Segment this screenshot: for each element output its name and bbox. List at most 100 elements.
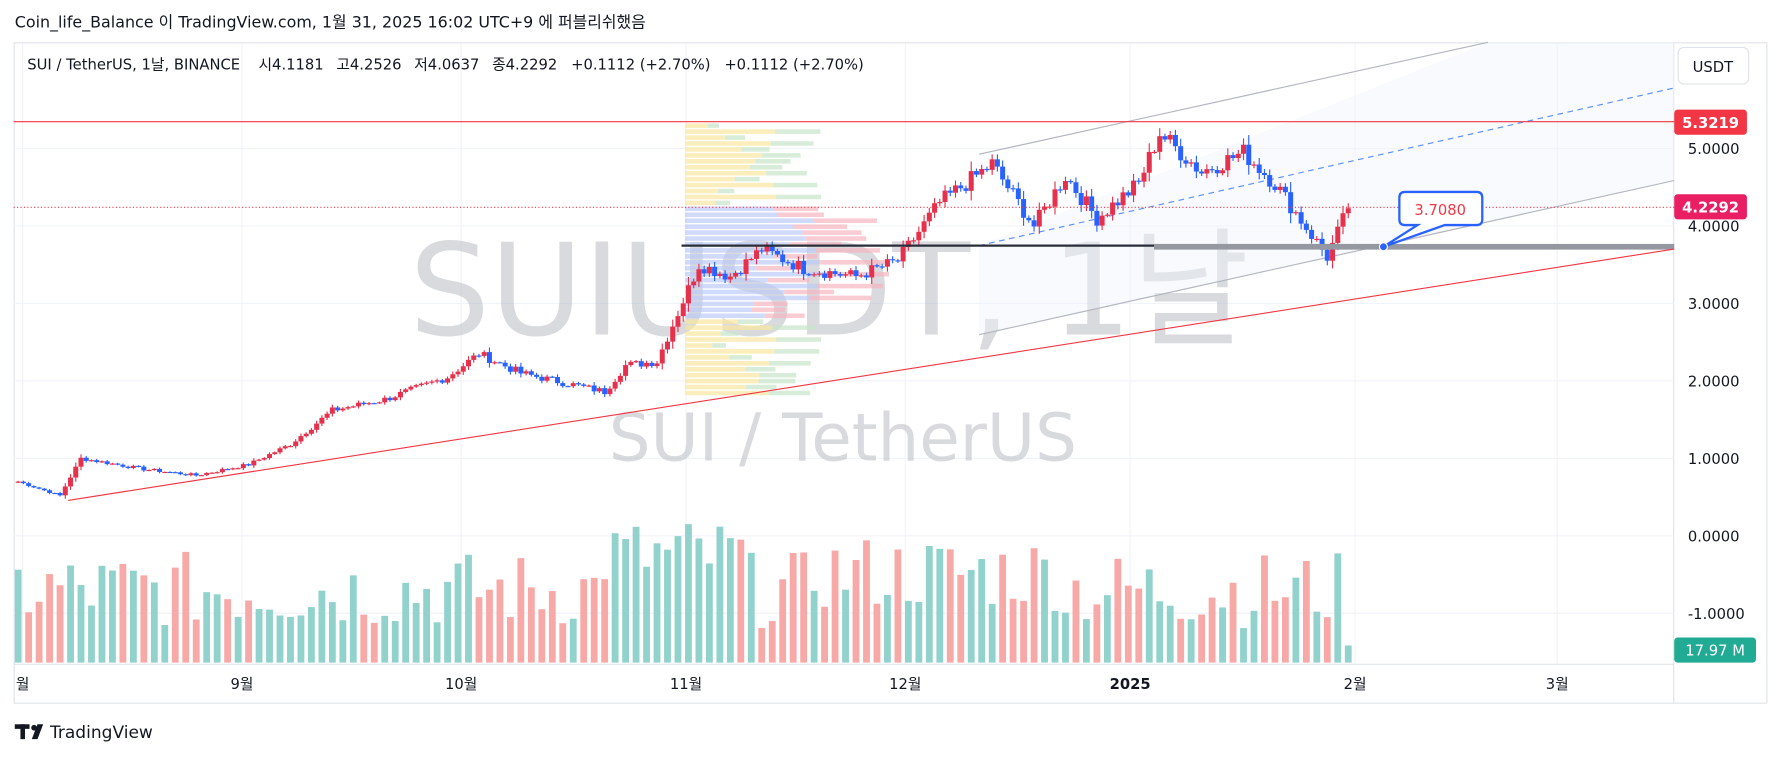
candle	[712, 261, 718, 282]
candle	[329, 404, 335, 417]
candle	[507, 363, 513, 375]
candle	[1083, 190, 1089, 212]
candle	[1282, 183, 1288, 196]
candle	[649, 360, 655, 369]
candle	[1062, 176, 1068, 195]
volume-bar	[1135, 588, 1143, 663]
volume-bar	[1323, 617, 1331, 663]
price-axis[interactable]: 5.0000 4.0000 3.0000 2.0000 1.0000 0.0000 -1.0…	[1688, 141, 1745, 623]
candle	[261, 457, 267, 461]
support-zone[interactable]	[1154, 243, 1675, 250]
volume-bar	[632, 526, 640, 663]
volume-bar	[1114, 558, 1122, 663]
candle	[544, 374, 550, 383]
volume-profile-row-b	[768, 361, 811, 366]
volume-bar	[203, 592, 211, 663]
time-tick-label: 10월	[445, 676, 477, 693]
volume-bar	[988, 603, 996, 663]
volume-profile-row	[684, 182, 774, 188]
volume-bar	[1302, 560, 1310, 663]
currency-button[interactable]: USDT	[1677, 46, 1750, 85]
candle	[1089, 188, 1095, 219]
candle	[141, 465, 147, 473]
candle	[602, 385, 608, 397]
candle	[874, 263, 880, 268]
candle	[1157, 128, 1163, 160]
legend-high: 4.2526	[350, 57, 402, 74]
candle	[31, 485, 37, 489]
candle	[120, 463, 126, 468]
volume-bar	[789, 552, 797, 663]
candle	[513, 364, 519, 375]
candle	[759, 247, 765, 255]
candle	[916, 226, 922, 246]
volume-bar	[339, 620, 347, 663]
volume-profile-row	[684, 319, 738, 324]
volume-bar	[1334, 553, 1342, 663]
volume-profile-row-b	[775, 129, 821, 134]
candle	[911, 237, 917, 244]
volume-profile-row	[684, 206, 774, 212]
candle	[816, 271, 822, 277]
candle	[178, 471, 184, 476]
trend-line[interactable]	[68, 248, 1675, 501]
volume-bar	[391, 621, 399, 663]
time-axis[interactable]: 월 9월 10월 11월 12월 2025 2월 3월	[16, 676, 1569, 693]
volume-bar	[1072, 580, 1080, 663]
candle	[843, 272, 849, 278]
candlestick-series	[15, 128, 1351, 499]
volume-profile-row	[684, 218, 813, 224]
price-tick-label: 3.0000	[1688, 296, 1740, 313]
candle	[293, 439, 299, 449]
price-callout[interactable]: 3.7080	[1378, 190, 1484, 252]
candle	[481, 350, 487, 358]
volume-profile-row	[684, 141, 771, 146]
volume-bar	[590, 577, 598, 663]
candle	[193, 472, 199, 477]
tradingview-logo[interactable]: TradingView	[14, 723, 153, 743]
candle	[36, 486, 42, 490]
volume-bar	[842, 589, 849, 663]
volume-bar	[884, 594, 891, 663]
time-tick-label: 2025	[1110, 676, 1151, 693]
volume-bar	[810, 590, 818, 663]
candle	[167, 471, 173, 474]
candle	[596, 386, 602, 394]
candle	[324, 411, 330, 420]
candle	[549, 375, 555, 378]
volume-profile-row-b	[766, 170, 807, 176]
volume-profile-row	[684, 349, 775, 354]
candle	[989, 154, 995, 175]
candle	[1188, 159, 1194, 167]
volume-profile-row-b	[774, 349, 820, 354]
callout-label: 3.7080	[1414, 202, 1466, 219]
volume-profile-row-b	[725, 135, 746, 140]
price-tick-label: -1.0000	[1688, 606, 1745, 623]
price-tick-label: 4.0000	[1688, 219, 1740, 236]
candle	[198, 474, 204, 477]
volume-profile-row	[684, 147, 742, 152]
volume-profile-row	[684, 289, 785, 295]
volume-profile-row-b	[815, 248, 881, 253]
volume-bar	[88, 605, 95, 663]
candle	[1000, 160, 1006, 186]
candle	[1303, 220, 1309, 234]
volume-bar	[664, 549, 671, 663]
candle	[188, 472, 194, 477]
time-tick-label: 2월	[1344, 676, 1367, 693]
volume-profile-row	[684, 194, 776, 200]
candle	[1015, 182, 1021, 206]
volume-profile-row-b	[751, 307, 786, 313]
volume-profile-row-b	[773, 206, 819, 212]
candle	[230, 467, 236, 471]
candle	[979, 164, 985, 179]
candle	[738, 270, 744, 276]
candle	[942, 185, 948, 208]
candle	[1246, 135, 1252, 175]
volume-profile-row-b	[820, 260, 888, 265]
candle	[356, 400, 362, 409]
candle	[1251, 161, 1257, 169]
candle	[303, 432, 309, 438]
